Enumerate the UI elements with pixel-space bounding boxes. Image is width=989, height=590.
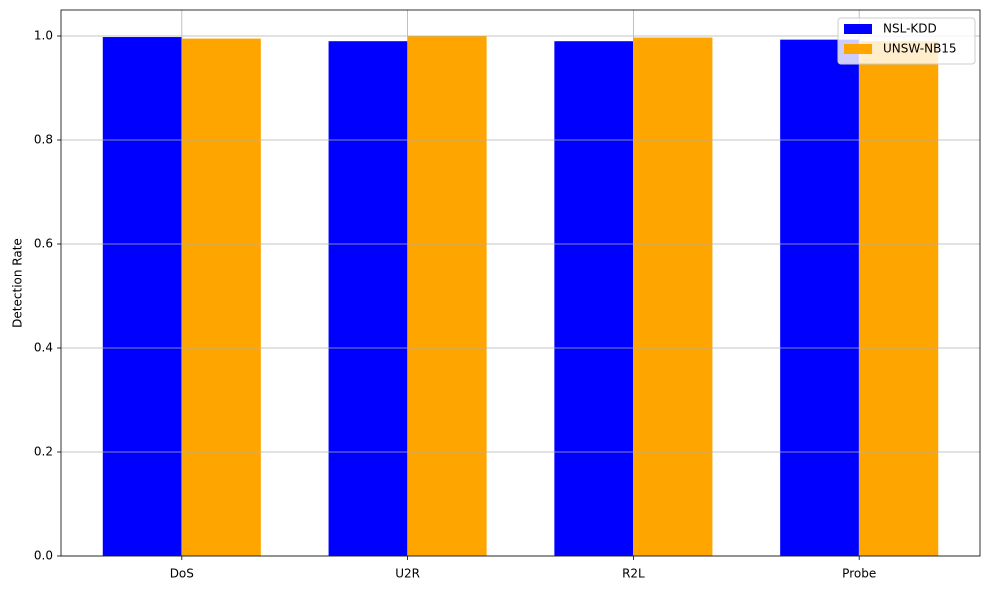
legend: NSL-KDD UNSW-NB15 — [837, 17, 976, 65]
bar — [102, 37, 182, 557]
legend-swatch — [844, 44, 872, 54]
y-tick-label: 0.2 — [34, 445, 53, 459]
x-tick-label: Probe — [842, 567, 876, 581]
y-axis-label: Detection Rate — [11, 238, 25, 328]
x-tick-label: DoS — [170, 567, 194, 581]
legend-swatch — [844, 24, 872, 34]
bar — [181, 38, 261, 557]
x-tick-label: R2L — [622, 567, 645, 581]
y-tick-label: 0.0 — [34, 549, 53, 563]
y-tick-label: 0.8 — [34, 133, 53, 147]
y-tick-label: 1.0 — [34, 29, 53, 43]
y-tick-label: 0.4 — [34, 341, 53, 355]
plot-frame — [60, 9, 981, 557]
bar — [780, 39, 860, 556]
y-tick-label: 0.6 — [34, 237, 53, 251]
legend-box — [837, 17, 976, 65]
x-tick-label: U2R — [395, 567, 420, 581]
legend-label: UNSW-NB15 — [883, 42, 957, 56]
bar — [859, 41, 939, 556]
bar — [633, 37, 713, 557]
bar — [328, 41, 408, 556]
bar — [554, 41, 634, 556]
legend-label: NSL-KDD — [883, 22, 937, 36]
bar — [407, 36, 487, 556]
